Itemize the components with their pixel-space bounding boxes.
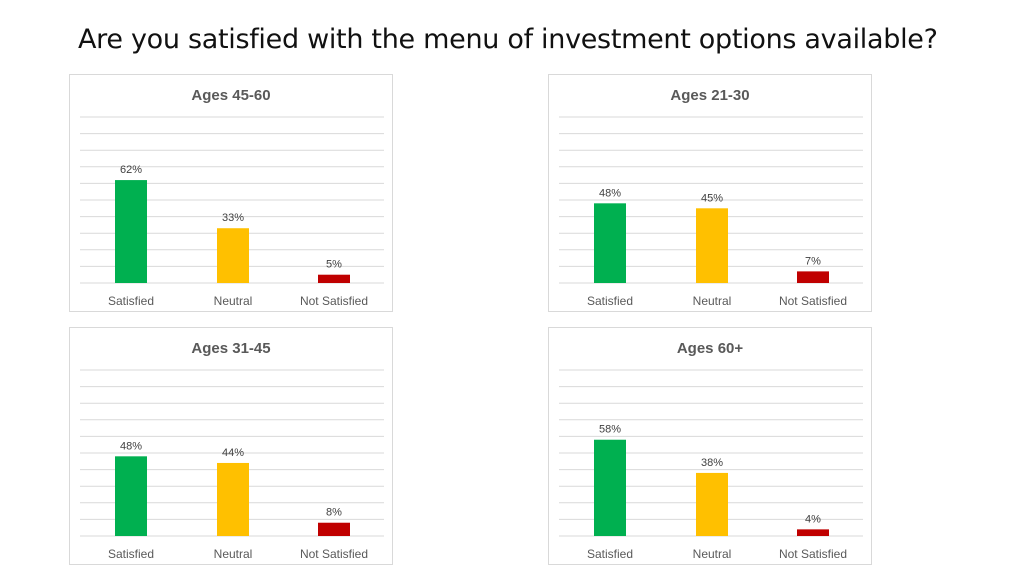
bar-not-satisfied (318, 522, 350, 536)
bar-satisfied (594, 439, 626, 536)
page-title: Are you satisfied with the menu of inves… (78, 24, 938, 55)
chart-svg: Ages 45-60 62% Satisfied 33% Neutral 5% Not Sa… (80, 87, 384, 308)
chart-title: Ages 21-30 (670, 87, 749, 104)
category-label-satisfied: Satisfied (108, 294, 154, 308)
chart-title: Ages 45-60 (191, 87, 270, 104)
bar-satisfied (115, 180, 147, 283)
data-label-not-satisfied: 4% (805, 513, 821, 525)
bar-neutral (217, 228, 249, 283)
data-label-neutral: 44% (222, 447, 244, 459)
chart-ages-31-45: Ages 31-45 48% Satisfied 44% Neutral 8% Not Sa… (69, 327, 393, 565)
category-label-not-satisfied: Not Satisfied (779, 294, 847, 308)
data-label-not-satisfied: 8% (326, 507, 342, 519)
bar-not-satisfied (797, 271, 829, 283)
chart-ages-60-plus: Ages 60+ 58% Satisfied 38% Neutral 4% Not Sati… (548, 327, 872, 565)
category-label-not-satisfied: Not Satisfied (779, 547, 847, 561)
data-label-satisfied: 62% (120, 164, 142, 176)
bar-neutral (217, 462, 249, 536)
bar-satisfied (115, 456, 147, 536)
bar-neutral (696, 208, 728, 283)
category-label-satisfied: Satisfied (587, 294, 633, 308)
category-label-neutral: Neutral (693, 547, 732, 561)
bar-neutral (696, 472, 728, 536)
category-label-satisfied: Satisfied (587, 547, 633, 561)
chart-svg: Ages 60+ 58% Satisfied 38% Neutral 4% Not Sati… (559, 340, 863, 561)
data-label-satisfied: 48% (120, 440, 142, 452)
category-label-not-satisfied: Not Satisfied (300, 294, 368, 308)
chart-title: Ages 31-45 (191, 340, 270, 357)
category-label-neutral: Neutral (214, 294, 253, 308)
category-label-neutral: Neutral (693, 294, 732, 308)
data-label-neutral: 38% (701, 457, 723, 469)
data-label-not-satisfied: 5% (326, 259, 342, 271)
data-label-not-satisfied: 7% (805, 255, 821, 267)
bar-not-satisfied (318, 274, 350, 283)
data-label-satisfied: 58% (599, 424, 621, 436)
chart-title: Ages 60+ (677, 340, 744, 357)
bar-satisfied (594, 203, 626, 283)
data-label-neutral: 45% (701, 192, 723, 204)
category-label-neutral: Neutral (214, 547, 253, 561)
chart-ages-21-30: Ages 21-30 48% Satisfied 45% Neutral 7% Not Sa… (548, 74, 872, 312)
data-label-satisfied: 48% (599, 187, 621, 199)
chart-svg: Ages 21-30 48% Satisfied 45% Neutral 7% Not Sa… (559, 87, 863, 308)
chart-ages-45-60: Ages 45-60 62% Satisfied 33% Neutral 5% Not Sa… (69, 74, 393, 312)
chart-svg: Ages 31-45 48% Satisfied 44% Neutral 8% Not Sa… (80, 340, 384, 561)
category-label-satisfied: Satisfied (108, 547, 154, 561)
data-label-neutral: 33% (222, 212, 244, 224)
category-label-not-satisfied: Not Satisfied (300, 547, 368, 561)
bar-not-satisfied (797, 529, 829, 536)
